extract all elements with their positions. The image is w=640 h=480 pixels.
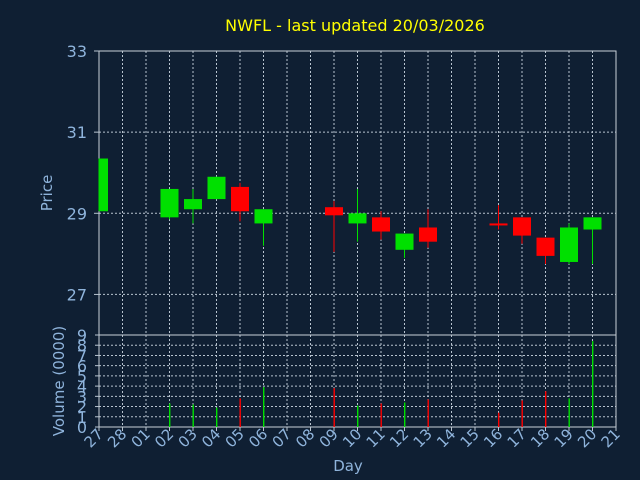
candle-body [536,237,555,256]
price-tick-label: 33 [67,42,87,61]
candle [231,182,249,222]
volume-bar [216,407,218,427]
candle [160,188,179,220]
x-tick-label: 19 [551,425,577,451]
candle [583,217,602,264]
candle-body [160,188,179,218]
volume-bar [521,400,523,427]
candle [536,237,555,264]
volume-bar [192,404,194,427]
candle [489,205,508,230]
x-tick-label: 13 [410,425,436,451]
volume-tick-label: 4 [77,377,87,396]
price-tick-label: 27 [67,285,87,304]
chart-title: NWFL - last updated 20/03/2026 [225,16,485,35]
x-tick-label: 06 [245,425,271,451]
x-tick-label: 28 [104,425,130,451]
candle-body [207,176,226,200]
candle-body [325,207,343,216]
x-tick-label: 08 [292,425,318,451]
volume-bar [380,403,382,427]
candle-body [583,217,602,230]
candle-body [560,227,578,262]
x-tick-label: 11 [363,425,389,451]
price-axis-label: Price [38,175,56,212]
candle-body [372,217,390,232]
x-tick-label: 03 [175,425,201,451]
volume-tick-label: 6 [77,357,87,376]
volume-tick-label: 5 [77,367,87,386]
volume-bar [404,402,406,427]
x-tick-label: 12 [386,425,412,451]
x-tick-label: 14 [433,425,459,451]
candle-body [489,223,508,226]
volume-bar [427,399,429,427]
volume-tick-label: 2 [77,398,87,417]
candle-body [395,233,414,250]
volume-tick-label: 7 [77,346,87,365]
candle-body [231,186,249,212]
volume-tick-label: 1 [77,408,87,427]
volume-bar [333,388,335,427]
volume-bar [592,341,594,427]
candle [207,176,226,200]
candle [348,188,367,242]
x-tick-label: 10 [339,425,365,451]
x-tick-label: 07 [269,425,295,451]
volume-bar [498,412,500,427]
candle-body [254,209,273,224]
candle [184,188,202,224]
x-axis-label: Day [333,457,363,475]
candle [372,211,390,240]
volume-bar [545,391,547,427]
candle-body [99,158,108,212]
x-axis: 2728010203040506070809101112131415161718… [81,425,624,451]
candle-body [513,217,531,236]
candle-body [419,227,437,242]
candle [419,209,437,248]
volume-axis-label: Volume (0000) [50,326,68,436]
volume-bar [239,398,241,427]
candle-body [348,213,367,224]
volume-tick-label: 0 [77,418,87,437]
x-tick-label: 21 [598,425,624,451]
volume-bar [357,405,359,427]
volume-tick-label: 8 [77,336,87,355]
x-tick-label: 16 [480,425,506,451]
x-tick-label: 17 [504,425,530,451]
price-tick-label: 31 [67,123,87,142]
candle-body [184,199,202,210]
candle [98,158,108,212]
volume-tick-label: 9 [77,326,87,345]
volume-bar [568,398,570,427]
candle [395,233,414,258]
x-tick-label: 15 [457,425,483,451]
candle [254,209,273,246]
candle [560,223,578,264]
x-tick-label: 18 [527,425,553,451]
x-tick-label: 20 [574,425,600,451]
candle [513,217,531,244]
candle [325,201,343,252]
x-tick-label: 05 [222,425,248,451]
volume-bar [169,403,171,427]
price-axis: 27 29 31 33 [67,42,99,304]
x-tick-label: 02 [151,425,177,451]
x-tick-label: 04 [198,425,224,451]
volume-tick-label: 3 [77,387,87,406]
candlestick-series [98,158,602,264]
price-grid [98,50,617,335]
volume-bar [263,387,265,427]
x-tick-label: 01 [128,425,154,451]
x-tick-label: 09 [316,425,342,451]
volume-series [169,341,594,427]
price-tick-label: 29 [67,204,87,223]
